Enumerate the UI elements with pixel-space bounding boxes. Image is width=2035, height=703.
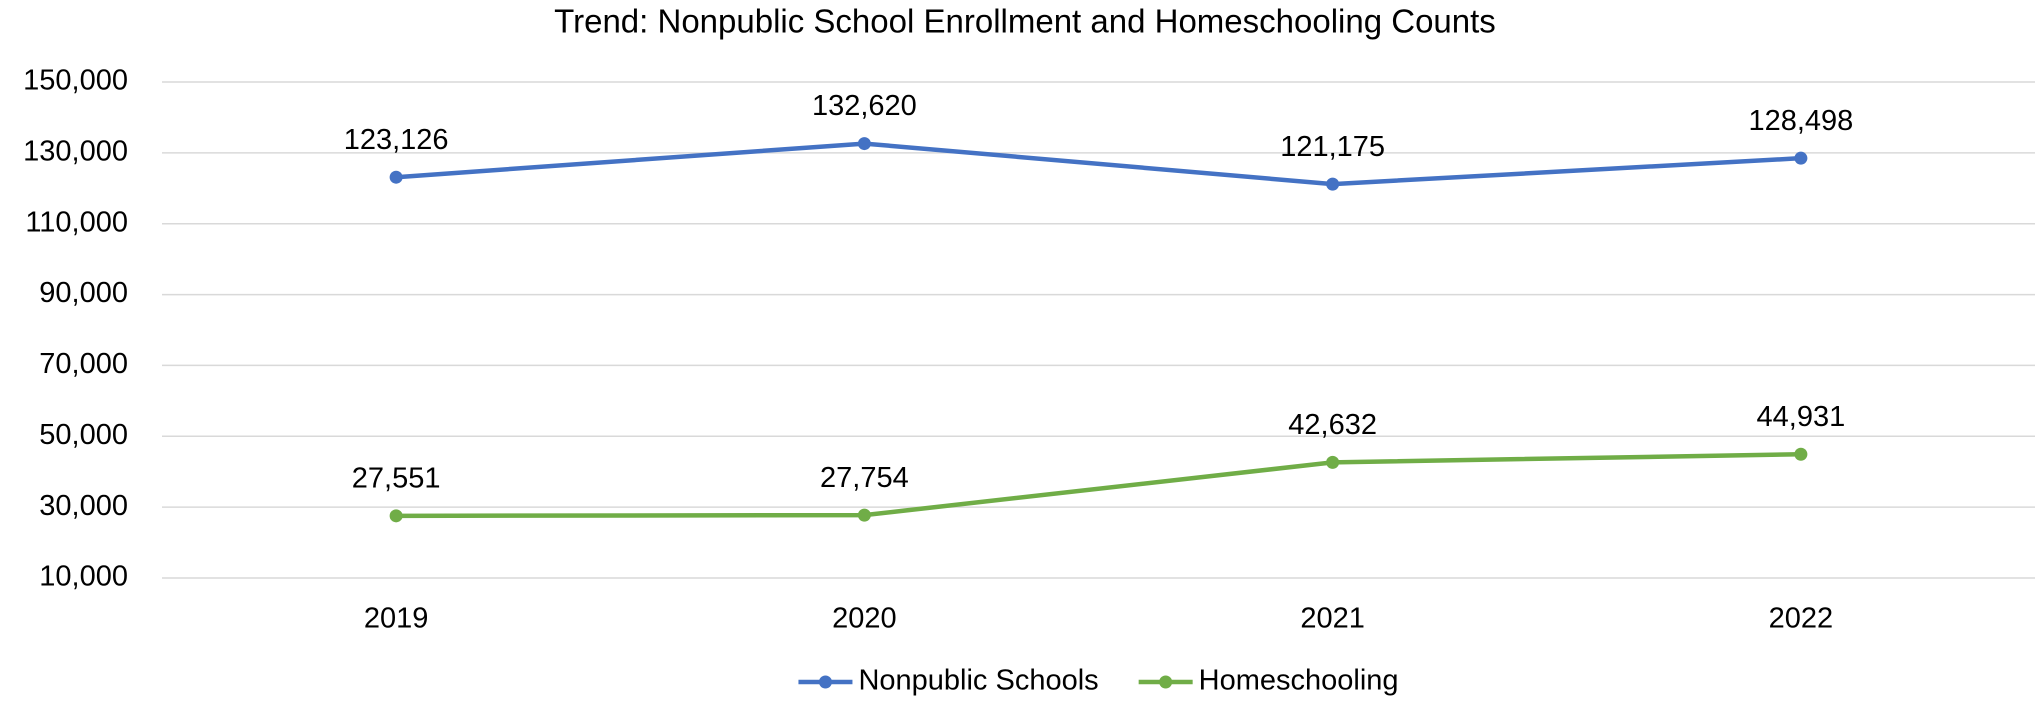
data-label: 121,175 [1280, 131, 1385, 163]
y-tick-label: 50,000 [39, 419, 128, 451]
point [389, 509, 403, 523]
point [1326, 455, 1340, 469]
series-line [396, 451, 1801, 519]
legend-marker [818, 675, 832, 689]
point [1794, 447, 1808, 461]
point [389, 170, 403, 184]
x-tick-label: 2021 [1300, 603, 1365, 635]
point [1794, 151, 1808, 165]
y-tick-label: 110,000 [25, 206, 128, 238]
series-line [395, 141, 1802, 187]
data-label: 132,620 [812, 90, 917, 122]
point [1326, 177, 1340, 191]
legend-label: Homeschooling [1199, 665, 1399, 697]
x-tick-label: 2019 [364, 603, 429, 635]
data-label: 123,126 [344, 124, 449, 156]
y-tick-label: 70,000 [39, 348, 128, 380]
data-label: 44,931 [1757, 401, 1846, 433]
data-label: 42,632 [1288, 409, 1377, 441]
point [857, 137, 871, 151]
data-label: 128,498 [1748, 105, 1853, 137]
x-tick-label: 2022 [1769, 603, 1834, 635]
data-label: 27,551 [352, 462, 441, 494]
data-label: 27,754 [820, 462, 909, 494]
legend-label: Nonpublic Schools [858, 665, 1098, 697]
point [857, 508, 871, 522]
y-tick-label: 90,000 [39, 277, 128, 309]
chart-title: Trend: Nonpublic School Enrollment and H… [554, 3, 1496, 40]
y-tick-label: 130,000 [23, 136, 128, 168]
y-tick-label: 30,000 [39, 490, 128, 522]
legend-marker [1159, 675, 1173, 689]
x-tick-label: 2020 [832, 603, 897, 635]
y-tick-label: 150,000 [23, 65, 128, 97]
y-tick-label: 10,000 [39, 561, 128, 593]
